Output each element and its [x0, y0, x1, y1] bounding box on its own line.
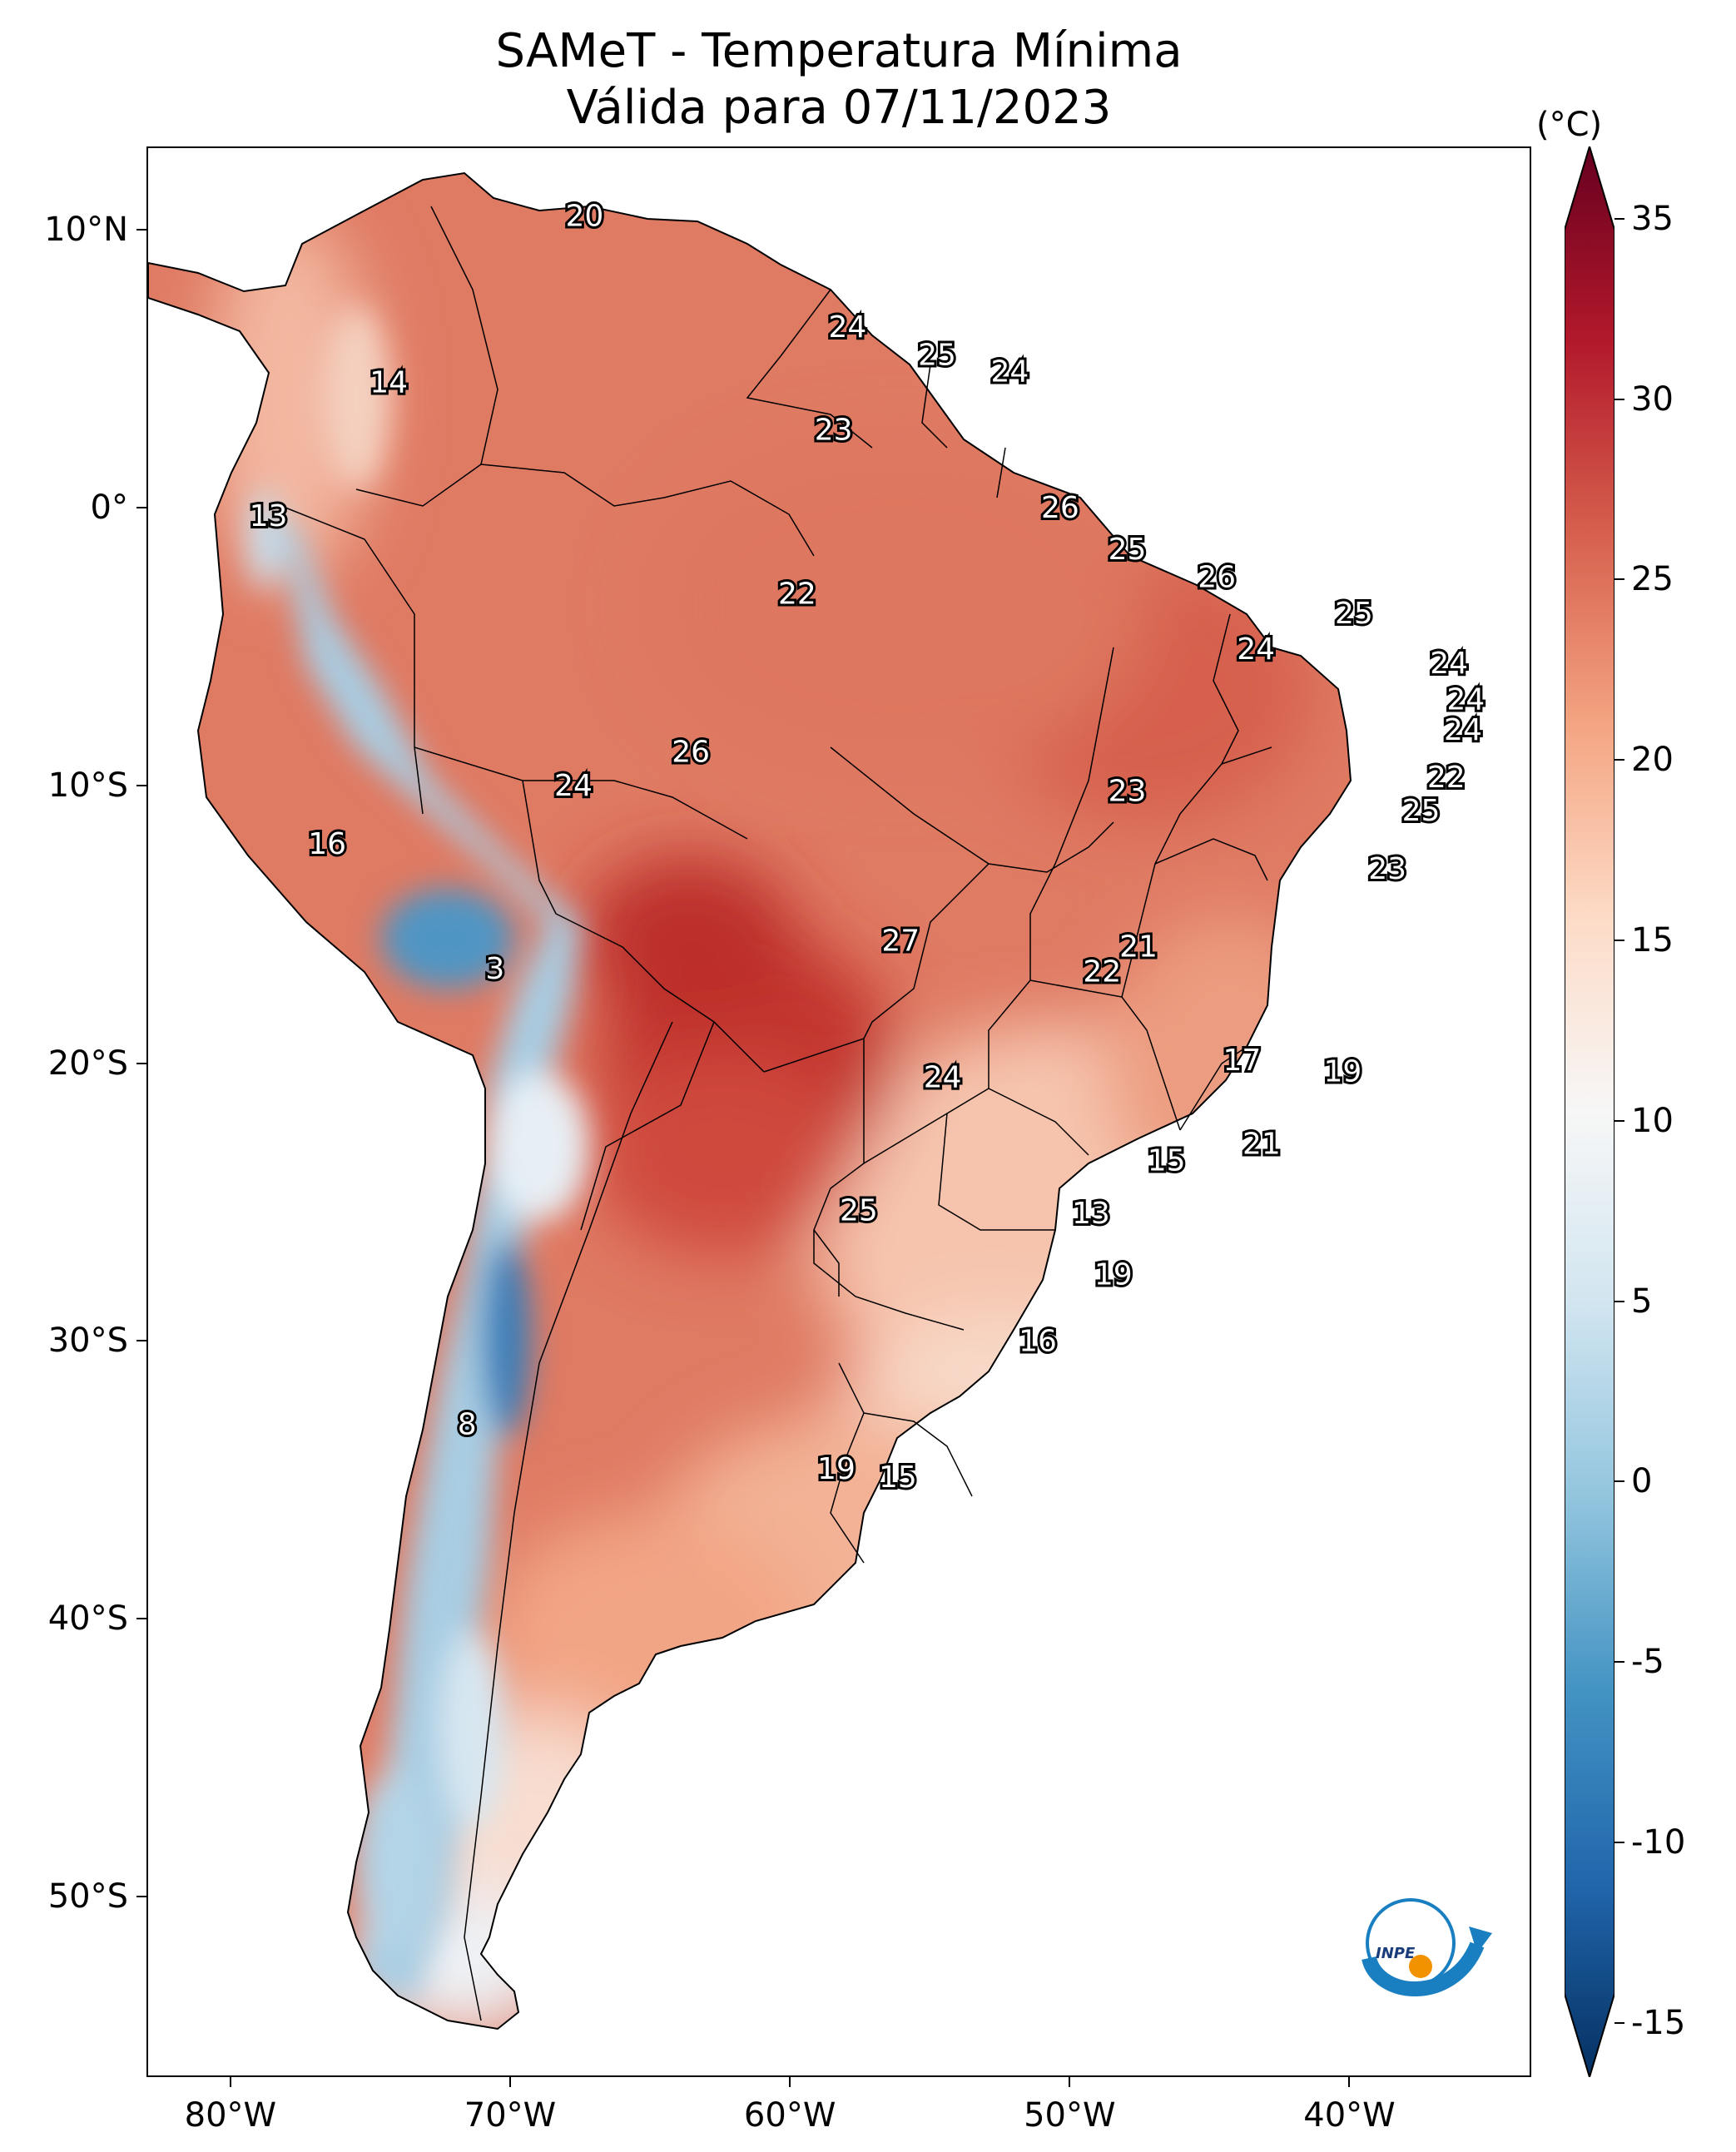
longitude-tick: [509, 2077, 511, 2087]
latitude-tick: [136, 229, 146, 231]
station-value-label: 24: [1446, 682, 1485, 717]
colorbar-tick: [1614, 759, 1624, 761]
colorbar-tick-label: 5: [1631, 1282, 1653, 1321]
station-value-label: 20: [566, 199, 604, 233]
map-title-line2: Válida para 07/11/2023: [566, 81, 1112, 135]
colorbar-tick-label: 30: [1631, 379, 1674, 419]
latitude-tick: [136, 506, 146, 508]
station-value-label: 13: [250, 499, 288, 533]
station-value-label: 21: [1119, 930, 1158, 964]
colorbar-tick: [1614, 1842, 1624, 1844]
station-value-label: 26: [1041, 491, 1079, 525]
colorbar-tick-label: -5: [1631, 1643, 1664, 1682]
colorbar-tick: [1614, 1300, 1624, 1302]
station-value-label: 24: [1444, 713, 1482, 747]
political-borders: [280, 206, 1272, 2021]
station-value-label: 25: [1109, 533, 1147, 567]
latitude-tick: [136, 784, 146, 786]
longitude-tick: [229, 2077, 231, 2087]
station-value-label: 19: [1094, 1257, 1133, 1292]
colorbar-tick: [1614, 398, 1624, 400]
colorbar-tick: [1614, 2021, 1624, 2024]
latitude-tick-label: 10°S: [47, 766, 128, 805]
colorbar-tick-label: 20: [1631, 741, 1674, 780]
inpe-logo: INPE: [1362, 1898, 1492, 1996]
station-value-label: 17: [1223, 1044, 1261, 1078]
station-value-label: 25: [1335, 597, 1373, 631]
longitude-tick: [1348, 2077, 1351, 2087]
latitude-tick-label: 0°: [90, 488, 128, 527]
station-value-label: 26: [1198, 560, 1236, 594]
colorbar-tick: [1614, 217, 1624, 220]
station-value-label: 15: [879, 1460, 917, 1495]
station-value-label: 21: [1242, 1127, 1281, 1161]
latitude-tick-label: 50°S: [47, 1877, 128, 1916]
station-value-label: 25: [840, 1194, 878, 1228]
colorbar-tick: [1614, 578, 1624, 581]
colorbar-tick: [1614, 1661, 1624, 1664]
station-value-label: 24: [554, 769, 593, 803]
station-value-label: 19: [817, 1452, 856, 1486]
colorbar-tick: [1614, 1119, 1624, 1122]
station-value-label: 26: [672, 736, 710, 770]
station-value-label: 23: [1368, 852, 1406, 886]
station-value-label: 3: [485, 952, 504, 986]
latitude-tick-label: 40°S: [47, 1599, 128, 1639]
coastline: [148, 171, 1352, 2031]
colorbar-tick-label: -15: [1631, 2003, 1686, 2042]
colorbar-tick: [1614, 940, 1624, 942]
longitude-tick: [789, 2077, 791, 2087]
longitude-tick-label: 80°W: [184, 2096, 277, 2135]
station-value-label: 23: [815, 413, 853, 447]
station-value-label: 23: [1109, 774, 1147, 808]
longitude-tick-label: 60°W: [743, 2096, 836, 2135]
map-frame: 20 24 25 24 23 14 13 26 25 22 26 25 24 24 24 24 26 24 23 22…: [146, 146, 1531, 2077]
map-title: SAMeT - Temperatura Mínima Válida para 0…: [146, 23, 1531, 136]
latitude-tick-label: 10°N: [44, 211, 128, 250]
station-value-label: 15: [1148, 1143, 1186, 1178]
station-value-label: 25: [1402, 794, 1441, 828]
station-value-label: 8: [458, 1408, 477, 1442]
latitude-tick-label: 20°S: [47, 1044, 128, 1083]
station-value-label: 24: [924, 1060, 962, 1094]
latitude-tick: [136, 1340, 146, 1342]
station-value-label: 19: [1324, 1055, 1362, 1089]
colorbar: [1565, 146, 1614, 2077]
colorbar-tick-label: 35: [1631, 199, 1674, 238]
longitude-tick-label: 40°W: [1303, 2096, 1396, 2135]
colorbar-tick-label: 25: [1631, 560, 1674, 599]
colorbar-tick-label: 10: [1631, 1101, 1674, 1140]
longitude-tick: [1069, 2077, 1071, 2087]
station-value-label: 24: [1430, 647, 1468, 681]
latitude-tick-label: 30°S: [47, 1321, 128, 1361]
colorbar-tick-label: -10: [1631, 1823, 1686, 1862]
inpe-logo-text: INPE: [1376, 1945, 1416, 1962]
station-value-label: 22: [1427, 761, 1466, 795]
latitude-tick: [136, 1062, 146, 1064]
colorbar-tick-label: 15: [1631, 921, 1674, 960]
station-value-label: 13: [1072, 1197, 1110, 1231]
station-value-label: 24: [990, 355, 1029, 389]
station-value-label: 27: [881, 925, 920, 959]
latitude-tick: [136, 1896, 146, 1898]
station-value-label: 24: [1237, 632, 1275, 667]
colorbar-tick-label: 0: [1631, 1462, 1653, 1501]
longitude-tick-label: 70°W: [464, 2096, 557, 2135]
station-value-label: 14: [370, 366, 408, 400]
colorbar-tick: [1614, 1480, 1624, 1483]
colorbar-unit-label: (°C): [1536, 106, 1603, 144]
station-value-label: 25: [918, 338, 956, 372]
station-value-label: 22: [778, 577, 816, 611]
longitude-tick-label: 50°W: [1024, 2096, 1116, 2135]
station-value-label: 16: [1019, 1324, 1057, 1358]
station-value-label: 16: [308, 827, 346, 861]
map-title-line1: SAMeT - Temperatura Mínima: [495, 24, 1183, 78]
station-value-label: 24: [828, 310, 866, 345]
station-value-label: 22: [1083, 955, 1121, 989]
latitude-tick: [136, 1618, 146, 1620]
